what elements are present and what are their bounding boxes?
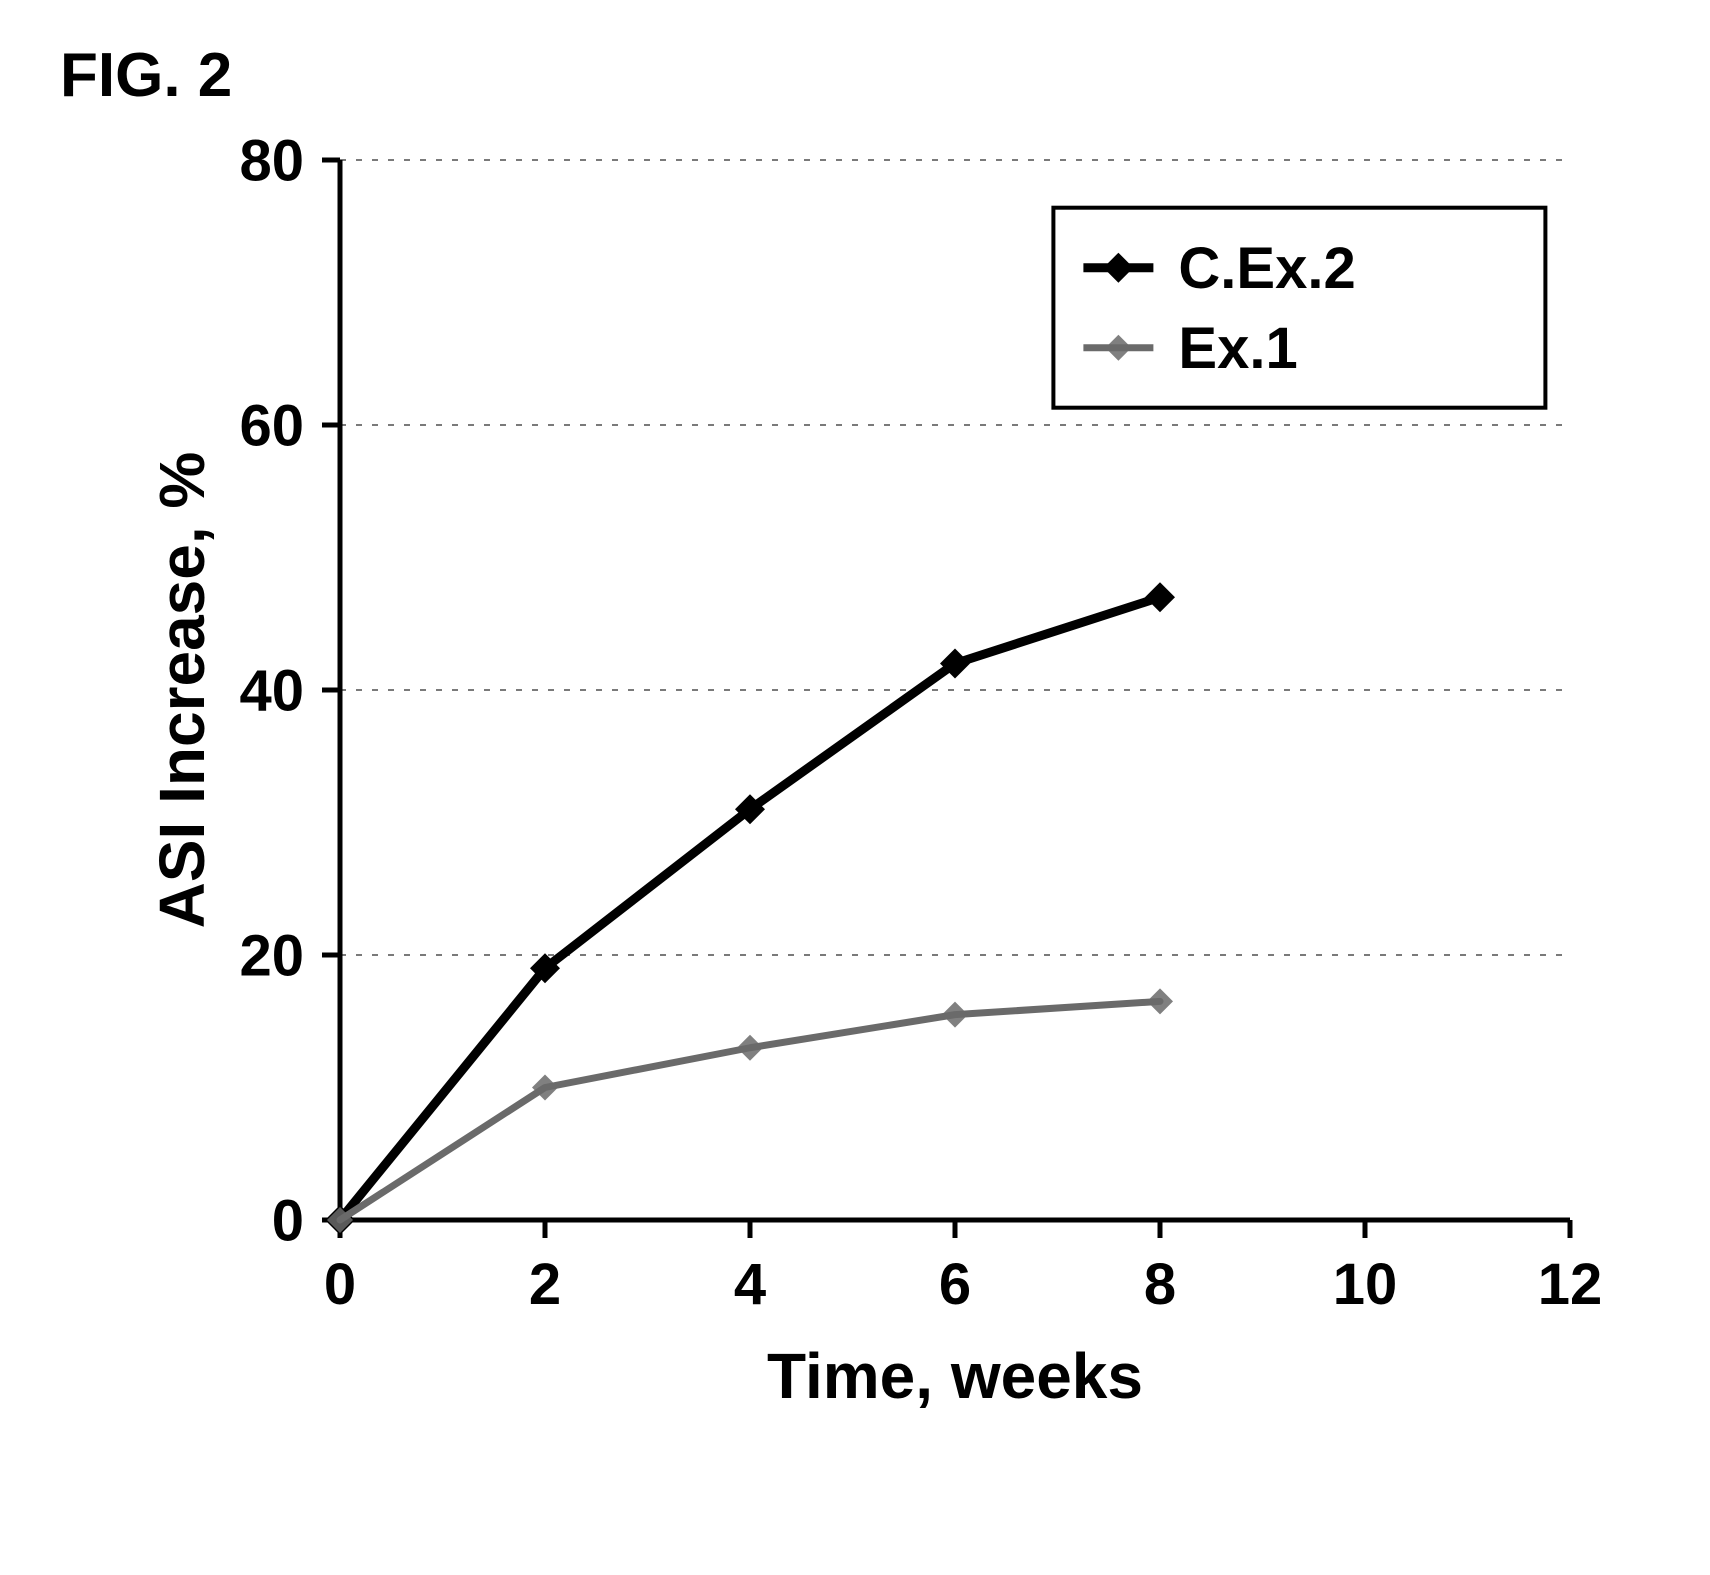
- y-axis-label: ASI Increase, %: [146, 452, 218, 929]
- y-tick-label: 20: [239, 923, 304, 988]
- x-tick-label: 6: [939, 1252, 971, 1317]
- legend-label: Ex.1: [1178, 316, 1297, 381]
- x-tick-label: 8: [1144, 1252, 1176, 1317]
- y-tick-label: 80: [239, 128, 304, 193]
- figure-title: FIG. 2: [60, 40, 232, 111]
- y-tick-label: 40: [239, 658, 304, 723]
- y-tick-label: 60: [239, 393, 304, 458]
- x-axis-label: Time, weeks: [767, 1340, 1143, 1412]
- page: FIG. 2 0 20 40 60 80 0 2 4 6 8 10 12 Time, weeks ASI …: [0, 0, 1710, 1575]
- x-tick-label: 2: [529, 1252, 561, 1317]
- y-tick-label: 0: [272, 1188, 304, 1253]
- legend-label: C.Ex.2: [1178, 236, 1355, 301]
- line-chart: 0 20 40 60 80 0 2 4 6 8 10 12 Time, weeks ASI Increas…: [130, 120, 1630, 1540]
- x-tick-label: 10: [1333, 1252, 1398, 1317]
- chart-container: 0 20 40 60 80 0 2 4 6 8 10 12 Time, weeks ASI Increas…: [130, 120, 1630, 1540]
- x-tick-label: 4: [734, 1252, 766, 1317]
- x-tick-label: 12: [1538, 1252, 1603, 1317]
- x-tick-label: 0: [324, 1252, 356, 1317]
